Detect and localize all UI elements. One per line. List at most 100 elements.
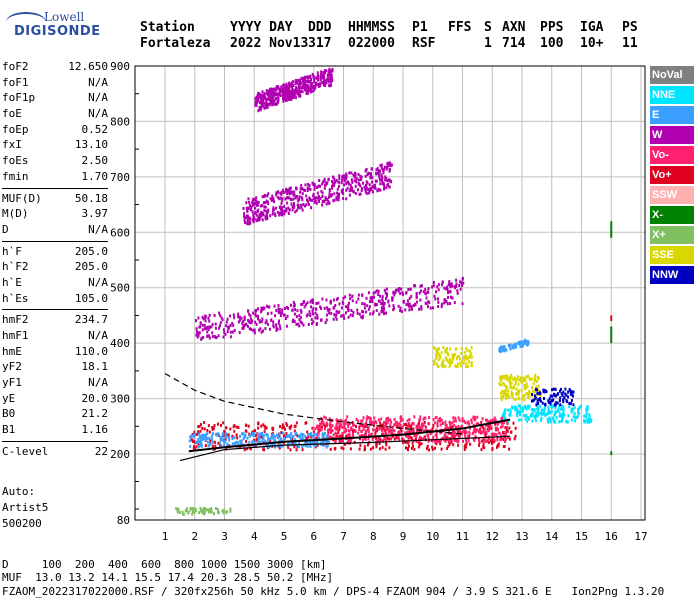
echo-point [199,325,202,329]
echo-point [361,433,363,437]
echo-point [507,436,509,439]
echo-point [211,444,214,448]
echo-point [554,387,557,391]
echo-point [334,315,337,319]
echo-point [266,106,269,109]
echo-point [292,80,295,84]
echo-point [334,440,337,444]
echo-point [325,313,328,317]
echo-point [217,422,219,426]
echo-point [332,317,335,321]
echo-point [284,190,287,194]
echo-point [500,395,503,399]
echo-point [192,507,195,511]
param-key: hmE [2,344,22,358]
echo-point [330,311,333,315]
echo-point [304,421,307,425]
echo-point [322,433,325,436]
header-row2-cell: 1 [484,36,492,51]
echo-point [465,445,468,449]
echo-point [252,220,255,224]
echo-point [457,354,460,358]
echo-point [293,424,296,428]
marker-16mhz [610,315,613,321]
echo-point [273,304,276,308]
echo-point [266,322,269,326]
echo-point [490,426,493,430]
echo-point [259,435,262,439]
echo-point [328,73,331,76]
echo-point [311,440,314,443]
echo-point [270,318,273,322]
param-value: 205.0 [74,260,108,274]
echo-point [291,87,294,91]
echo-point [428,448,431,452]
echo-point [209,442,211,446]
echo-point [204,507,207,511]
echo-point [372,446,374,450]
echo-point [383,311,385,315]
echo-point [315,76,318,80]
echo-point [540,416,543,420]
echo-point [316,424,319,428]
echo-point [440,418,443,422]
echo-point [335,317,338,321]
echo-point [292,304,295,308]
echo-point [361,419,364,423]
echo-point [514,408,517,412]
echo-point [310,206,312,210]
echo-point [352,429,355,433]
echo-point [406,447,409,450]
echo-point [298,86,301,90]
echo-point [299,94,302,98]
param-row: yF2 18.1 [2,360,110,376]
echo-point [388,437,390,441]
echo-point [194,509,197,513]
echo-point [451,425,454,429]
echo-point [268,305,271,309]
echo-point [313,187,316,191]
echo-point [569,402,572,406]
echo-point [241,432,243,436]
echo-point [265,443,268,446]
echo-point [206,437,209,440]
echo-point [516,375,519,379]
echo-point [278,434,281,438]
echo-point [284,197,287,201]
echo-point [258,433,261,437]
param-row: foE N/A [2,107,110,123]
echo-point [366,424,368,428]
param-key: B1 [2,423,16,437]
echo-point [340,306,343,310]
echo-point [208,430,211,434]
echo-point [363,445,366,449]
echo-point [423,435,426,439]
echo-point [286,93,289,97]
echo-point [512,345,515,348]
echo-point [384,437,387,441]
echo-point [379,294,382,298]
echo-point [394,423,397,426]
param-value: 50.18 [74,191,108,205]
echo-point [378,439,381,443]
echo-point [351,186,353,190]
echo-point [387,416,390,420]
echo-point [291,89,294,93]
echo-point [389,164,392,168]
echo-point [261,431,263,435]
echo-point [347,425,350,429]
echo-point [549,394,552,398]
echo-point [419,415,422,419]
echo-point [199,321,202,325]
echo-point [401,418,404,422]
marker-16mhz [610,451,613,456]
echo-point [272,206,275,210]
echo-point [271,443,274,447]
echo-point [381,179,383,183]
echo-point [315,302,318,305]
echo-point [291,91,294,95]
echo-point [316,71,319,75]
echo-point [398,422,401,426]
echo-point [265,320,268,324]
echo-point [407,302,410,306]
